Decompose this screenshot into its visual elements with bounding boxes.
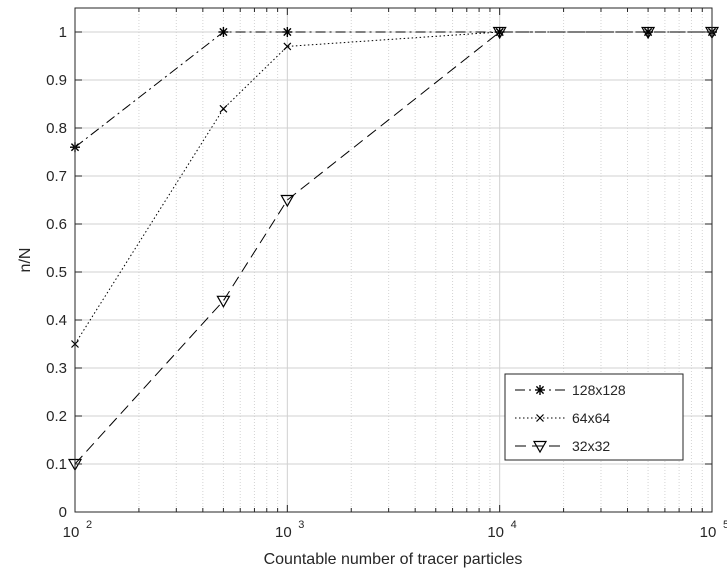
marker-asterisk [218, 27, 229, 37]
marker-triangle-down [532, 440, 548, 454]
legend-entry: 64x64 [515, 410, 610, 426]
y-tick-label: 0.8 [46, 120, 67, 137]
series-line [74, 31, 712, 148]
y-axis-title: n/N [17, 248, 34, 273]
y-tick-label: 0.1 [46, 456, 67, 473]
legend-label: 64x64 [572, 410, 610, 426]
x-tick-exponent: 2 [86, 519, 92, 531]
series-128x128 [70, 27, 717, 153]
marker-x [219, 104, 228, 113]
marker-shape [532, 440, 548, 454]
y-tick-label: 0.9 [46, 72, 67, 89]
marker-asterisk [282, 27, 293, 37]
y-tick-label: 0.7 [46, 168, 67, 185]
marker-triangle-down [216, 295, 231, 309]
marker-triangle-down [641, 26, 656, 40]
marker-asterisk [535, 385, 545, 395]
x-tick-label: 10 [487, 524, 504, 541]
series-line [74, 31, 712, 465]
x-tick-label: 10 [63, 524, 80, 541]
marker-triangle-down [492, 26, 507, 40]
marker-stroke [535, 385, 545, 395]
marker-shape [280, 194, 295, 208]
legend-label: 32x32 [572, 438, 610, 454]
series-64x64 [71, 28, 716, 348]
marker-stroke [283, 42, 292, 51]
marker-shape [641, 26, 656, 40]
marker-x [536, 414, 544, 422]
marker-shape [216, 295, 231, 309]
y-tick-label: 0.2 [46, 408, 67, 425]
axis-ticks: 10 2 10 3 10 4 10 5 0 0.1 0.2 0.3 0.4 0.5 0.6 0.7 0.8 0.9… [46, 8, 727, 541]
x-tick-exponent: 4 [511, 519, 517, 531]
series-line [74, 31, 712, 345]
x-tick-label: 10 [275, 524, 292, 541]
marker-stroke [219, 104, 228, 113]
y-tick-label: 0.4 [46, 312, 67, 329]
x-tick-exponent: 5 [723, 519, 727, 531]
y-tick-label: 0 [59, 504, 67, 521]
marker-stroke [219, 27, 228, 37]
marker-stroke [536, 414, 544, 422]
x-tick-exponent: 3 [298, 519, 304, 531]
marker-stroke [283, 27, 292, 37]
marker-x [283, 42, 292, 51]
marker-shape [492, 26, 507, 40]
y-tick-label: 1 [59, 24, 67, 41]
y-tick-label: 0.6 [46, 216, 67, 233]
plot-frame [74, 7, 713, 513]
series-layer [67, 26, 720, 472]
x-tick-label: 10 [700, 524, 717, 541]
legend-entry: 32x32 [515, 438, 610, 454]
y-tick-label: 0.5 [46, 264, 67, 281]
legend-entry: 128x128 [515, 382, 626, 398]
legend-label: 128x128 [572, 382, 626, 398]
x-axis-title: Countable number of tracer particles [264, 551, 523, 568]
legend: 128x128 64x64 32x32 [504, 373, 684, 461]
marker-triangle-down [280, 194, 295, 208]
y-tick-label: 0.3 [46, 360, 67, 377]
